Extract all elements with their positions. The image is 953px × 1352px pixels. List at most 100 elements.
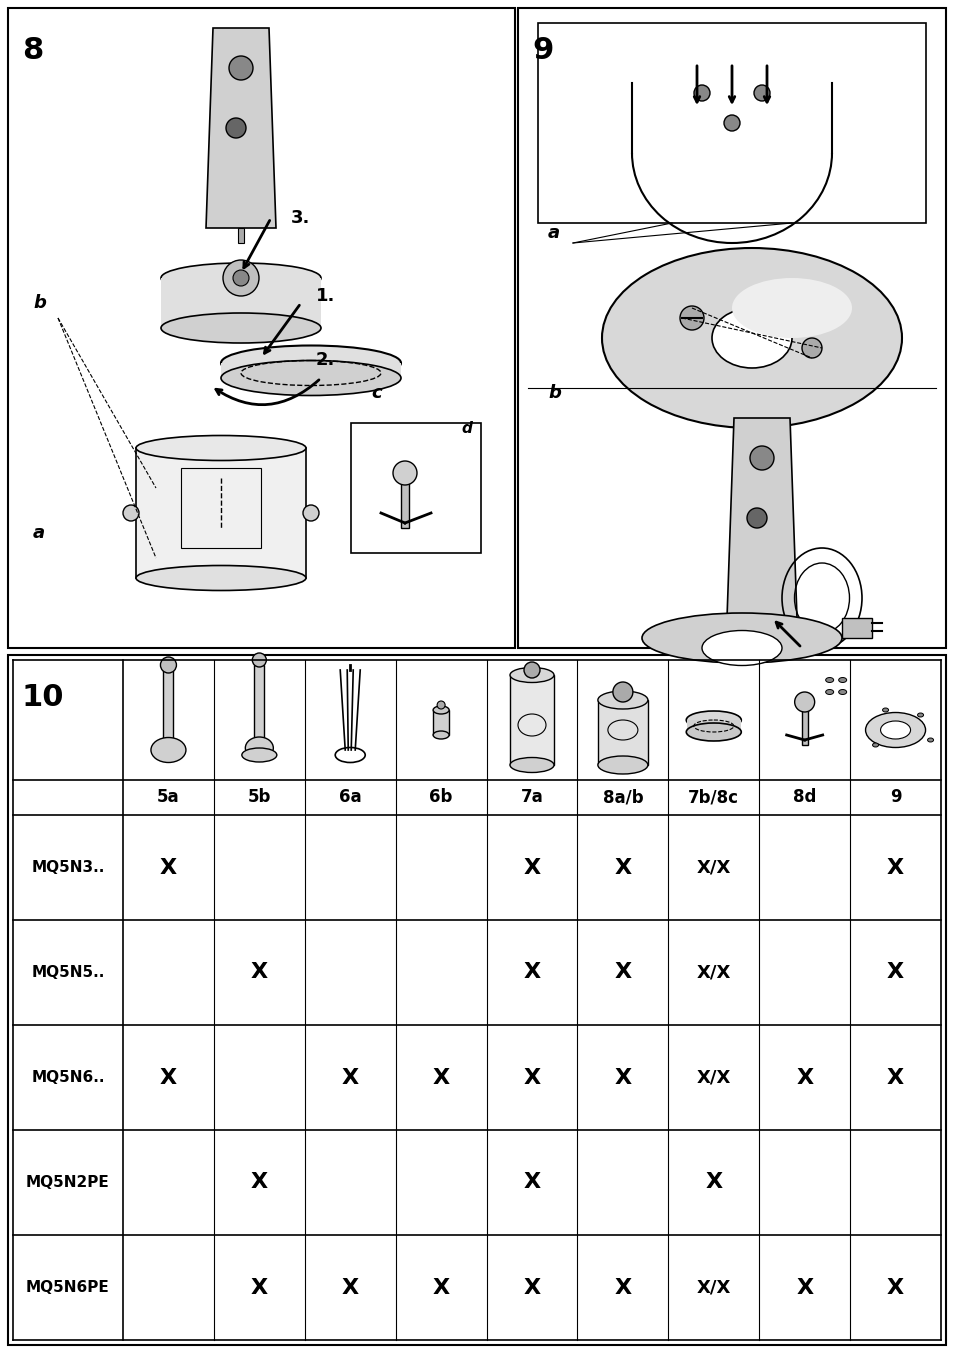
Ellipse shape (161, 314, 320, 343)
Ellipse shape (838, 677, 845, 683)
Ellipse shape (731, 279, 851, 338)
Ellipse shape (598, 691, 647, 708)
Ellipse shape (151, 737, 186, 763)
Text: X: X (341, 1278, 358, 1298)
Text: X: X (251, 1172, 268, 1192)
Circle shape (612, 681, 632, 702)
Text: 10: 10 (22, 683, 65, 713)
Text: 7b/8c: 7b/8c (687, 788, 739, 807)
Text: X: X (795, 1278, 812, 1298)
Text: MQ5N6..: MQ5N6.. (31, 1069, 105, 1086)
Text: 2.: 2. (315, 352, 335, 369)
Ellipse shape (685, 723, 740, 741)
Circle shape (223, 260, 258, 296)
Polygon shape (726, 418, 796, 618)
Circle shape (160, 657, 176, 673)
Text: 8: 8 (22, 37, 43, 65)
Ellipse shape (917, 713, 923, 717)
Text: 6a: 6a (338, 788, 361, 807)
Text: X/X: X/X (696, 964, 730, 982)
Text: X: X (432, 1068, 449, 1087)
Text: X: X (614, 857, 631, 877)
Text: X: X (523, 857, 540, 877)
Circle shape (749, 446, 773, 470)
Text: b: b (33, 293, 46, 312)
Text: 6b: 6b (429, 788, 453, 807)
Bar (8, 654, 945, 1345)
Text: X: X (160, 1068, 177, 1087)
Text: X: X (886, 963, 903, 983)
Text: X: X (886, 1068, 903, 1087)
Text: a: a (33, 525, 45, 542)
Ellipse shape (880, 721, 909, 740)
Ellipse shape (161, 264, 320, 293)
Circle shape (229, 55, 253, 80)
Text: X: X (523, 963, 540, 983)
Text: MQ5N5..: MQ5N5.. (31, 965, 105, 980)
Bar (598, 700, 647, 765)
Circle shape (746, 508, 766, 529)
Bar (433, 710, 449, 735)
Circle shape (303, 506, 318, 521)
Bar (221, 362, 400, 379)
Bar (8, 8, 515, 648)
Text: X: X (523, 1068, 540, 1087)
Text: X/X: X/X (696, 859, 730, 876)
Text: X: X (795, 1068, 812, 1087)
Text: MQ5N2PE: MQ5N2PE (26, 1175, 110, 1190)
Circle shape (233, 270, 249, 287)
Text: 9: 9 (889, 788, 901, 807)
Ellipse shape (882, 708, 887, 713)
Bar (517, 8, 945, 648)
Text: X: X (432, 1278, 449, 1298)
Bar (759, 618, 764, 633)
Text: X: X (704, 1172, 721, 1192)
Ellipse shape (136, 565, 306, 591)
Bar (254, 665, 264, 740)
Ellipse shape (221, 346, 400, 380)
Text: c: c (371, 384, 381, 402)
Circle shape (679, 306, 703, 330)
Ellipse shape (701, 630, 781, 665)
Ellipse shape (241, 748, 276, 763)
Circle shape (693, 85, 709, 101)
Circle shape (226, 118, 246, 138)
Text: X: X (886, 857, 903, 877)
Text: X: X (341, 1068, 358, 1087)
Ellipse shape (864, 713, 924, 748)
Text: X: X (614, 963, 631, 983)
Bar (136, 448, 306, 579)
Ellipse shape (510, 668, 554, 683)
Text: X/X: X/X (696, 1279, 730, 1297)
Circle shape (123, 506, 139, 521)
Ellipse shape (838, 690, 845, 695)
Circle shape (723, 115, 740, 131)
Ellipse shape (926, 738, 933, 742)
Ellipse shape (245, 737, 274, 758)
Text: X: X (251, 963, 268, 983)
Ellipse shape (601, 247, 901, 429)
Ellipse shape (510, 757, 554, 772)
Bar (161, 279, 320, 329)
Circle shape (523, 662, 539, 677)
Text: 9: 9 (532, 37, 553, 65)
Bar (163, 671, 173, 740)
Ellipse shape (136, 435, 306, 461)
Text: X: X (160, 857, 177, 877)
Text: X/X: X/X (696, 1068, 730, 1087)
Circle shape (794, 692, 814, 713)
Text: X: X (886, 1278, 903, 1298)
Ellipse shape (433, 731, 449, 740)
Text: 8a/b: 8a/b (602, 788, 642, 807)
Ellipse shape (711, 308, 791, 368)
Circle shape (436, 700, 445, 708)
Circle shape (801, 338, 821, 358)
Bar (400, 468, 409, 529)
Text: MQ5N6PE: MQ5N6PE (26, 1280, 110, 1295)
Bar (686, 721, 740, 731)
Ellipse shape (598, 756, 647, 773)
Text: MQ5N3..: MQ5N3.. (31, 860, 105, 875)
Text: X: X (251, 1278, 268, 1298)
Ellipse shape (872, 744, 878, 748)
Text: 5b: 5b (248, 788, 271, 807)
